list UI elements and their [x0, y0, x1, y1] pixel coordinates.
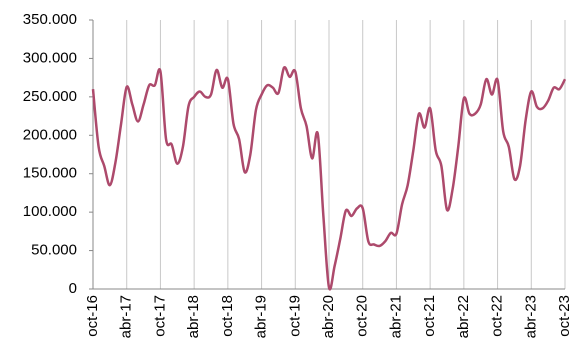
x-tick-label: abr-22 — [455, 295, 472, 338]
x-tick-label: oct-22 — [489, 295, 506, 337]
x-tick-label: oct-21 — [421, 295, 438, 337]
y-tick-label: 300.000 — [23, 49, 77, 66]
x-tick-label: oct-19 — [286, 295, 303, 337]
y-tick-label: 200.000 — [23, 126, 77, 143]
data-line — [91, 65, 567, 291]
x-tick-label: abr-17 — [118, 295, 135, 338]
y-tick-label: 50.000 — [31, 242, 77, 259]
x-tick-label: abr-18 — [185, 295, 202, 338]
y-tick-label: 250.000 — [23, 88, 77, 105]
x-tick-label: oct-23 — [556, 295, 573, 337]
x-tick-label: oct-17 — [151, 295, 168, 337]
x-tick-label: abr-21 — [387, 295, 404, 338]
y-tick-label: 0 — [69, 280, 77, 297]
x-tick-label: abr-19 — [253, 295, 270, 338]
y-tick-label: 150.000 — [23, 165, 77, 182]
x-tick-label: abr-20 — [320, 295, 337, 338]
x-tick-label: oct-16 — [84, 295, 101, 337]
x-tick-label: oct-20 — [354, 295, 371, 337]
y-tick-label: 100.000 — [23, 203, 77, 220]
x-tick-label: abr-23 — [522, 295, 539, 338]
x-tick-label: oct-18 — [219, 295, 236, 337]
y-tick-label: 350.000 — [23, 11, 77, 28]
